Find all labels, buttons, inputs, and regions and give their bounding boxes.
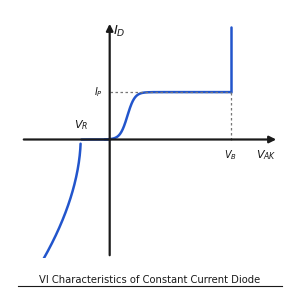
- Text: $I_D$: $I_D$: [113, 24, 125, 39]
- Text: $V_{AK}$: $V_{AK}$: [256, 148, 277, 162]
- Text: $I_P$: $I_P$: [94, 85, 103, 99]
- Text: $V_B$: $V_B$: [224, 148, 237, 162]
- Text: VI Characteristics of Constant Current Diode: VI Characteristics of Constant Current D…: [39, 275, 261, 285]
- Text: $V_R$: $V_R$: [74, 118, 88, 132]
